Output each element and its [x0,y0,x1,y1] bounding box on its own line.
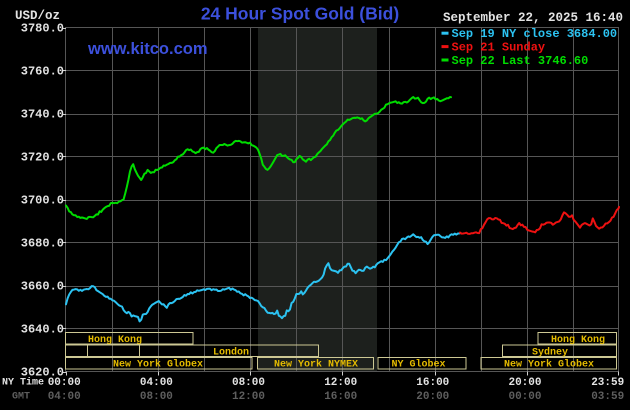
svg-text:08:00: 08:00 [140,391,173,403]
svg-text:Hong Kong: Hong Kong [88,335,142,346]
svg-text:3760.0: 3760.0 [21,65,64,79]
svg-text:Hong Kong: Hong Kong [551,335,605,346]
svg-text:3680.0: 3680.0 [21,237,64,251]
svg-text:00:00: 00:00 [508,391,541,403]
svg-text:Sep 22 Last 3746.60: Sep 22 Last 3746.60 [452,54,589,68]
svg-text:12:00: 12:00 [324,377,357,389]
svg-text:20:00: 20:00 [416,391,449,403]
svg-text:23:59: 23:59 [591,377,624,389]
svg-text:GMT: GMT [12,392,30,403]
svg-text:24 Hour Spot Gold (Bid): 24 Hour Spot Gold (Bid) [201,4,399,24]
svg-text:00:00: 00:00 [48,377,81,389]
svg-text:Sydney: Sydney [532,347,568,359]
svg-text:20:00: 20:00 [508,377,541,389]
svg-text:London: London [213,347,249,359]
svg-text:Sep 19 NY close 3684.00: Sep 19 NY close 3684.00 [452,27,618,41]
svg-text:New York NYMEX: New York NYMEX [274,359,358,371]
svg-text:3700.0: 3700.0 [21,194,64,208]
svg-text:3660.0: 3660.0 [21,280,64,294]
svg-text:New York Globex: New York Globex [504,359,594,371]
svg-text:04:00: 04:00 [48,391,81,403]
svg-text:16:00: 16:00 [416,377,449,389]
svg-text:03:59: 03:59 [591,391,624,403]
svg-text:3740.0: 3740.0 [21,108,64,122]
svg-text:3720.0: 3720.0 [21,151,64,165]
svg-text:www.kitco.com: www.kitco.com [87,40,208,58]
svg-text:Sep 21 Sunday: Sep 21 Sunday [452,41,546,55]
svg-text:12:00: 12:00 [232,391,265,403]
svg-text:16:00: 16:00 [324,391,357,403]
svg-text:NY Time: NY Time [2,377,44,389]
svg-text:3640.0: 3640.0 [21,323,64,337]
svg-text:04:00: 04:00 [140,377,173,389]
svg-text:New York Globex: New York Globex [113,359,203,371]
svg-text:September 22, 2025 16:40: September 22, 2025 16:40 [443,11,623,25]
svg-text:3780.0: 3780.0 [21,22,64,36]
svg-text:08:00: 08:00 [232,377,265,389]
svg-text:NY Globex: NY Globex [391,359,445,371]
svg-text:USD/oz: USD/oz [15,9,60,23]
svg-text:3620.0: 3620.0 [21,366,64,380]
